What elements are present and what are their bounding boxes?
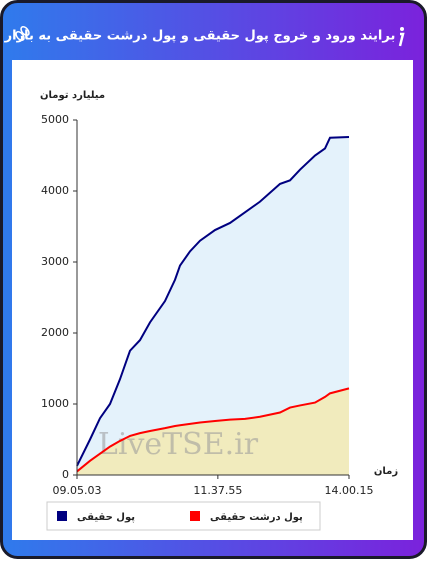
legend-label: پول حقیقی: [77, 512, 135, 523]
legend-swatch: [190, 511, 200, 521]
chart-title: برایند ورود و خروج پول حقیقی و پول درشت …: [4, 29, 396, 44]
y-tick-label: 4000: [41, 184, 69, 197]
line: [76, 136, 350, 467]
watermark: LiveTSE.ir: [98, 427, 259, 462]
legend: [46, 501, 321, 531]
legend-swatch: [57, 511, 67, 521]
area: [77, 137, 349, 476]
y-tick-label: 5000: [41, 113, 69, 126]
info-icon[interactable]: [398, 27, 405, 47]
area: [77, 388, 349, 475]
y-tick-label: 2000: [41, 326, 69, 339]
y-tick-label: 1000: [41, 397, 69, 410]
legend-label: پول درشت حقیقی: [210, 512, 303, 523]
x-tick-label: 11.37.55: [193, 484, 242, 497]
x-tick-label: 09.05.03: [53, 484, 102, 497]
link-icon[interactable]: [14, 25, 30, 42]
y-tick-label: 3000: [41, 255, 69, 268]
x-axis-label: زمان: [374, 466, 398, 477]
y-axis-label: میلیارد تومان: [40, 90, 105, 101]
x-tick-label: 14.00.15: [325, 484, 374, 497]
y-tick-label: 0: [62, 468, 69, 481]
line: [76, 387, 350, 473]
